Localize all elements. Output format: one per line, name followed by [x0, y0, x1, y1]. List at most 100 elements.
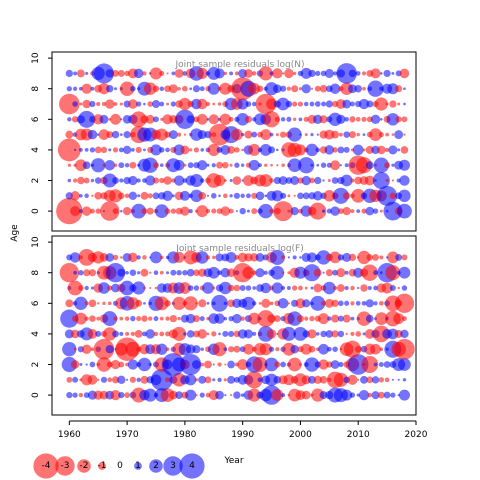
bubble-2001-age7 [304, 286, 308, 290]
bubble-1982-age8 [192, 85, 201, 93]
bubble-1988-age1 [227, 375, 236, 384]
bubble-2014-age5 [378, 132, 384, 138]
bubble-1973-age7 [143, 286, 146, 290]
bubble-1975-age4 [150, 144, 162, 156]
bubble-2005-age2 [326, 361, 333, 368]
bubble-1961-age8 [73, 270, 77, 275]
bubble-2011-age7 [358, 98, 370, 110]
bubble-2005-age4 [325, 330, 334, 338]
bubble-1982-age6 [195, 302, 198, 305]
panel-title: Joint sample residuals log(N) [174, 60, 304, 70]
bubble-2017-age4 [397, 148, 401, 152]
bubble-1967-age7 [105, 99, 115, 109]
bubble-1962-age3 [75, 159, 87, 172]
bubble-1989-age7 [233, 284, 241, 292]
bubble-1972-age6 [135, 299, 143, 307]
bubble-1968-age0 [110, 390, 121, 401]
bubble-1988-age4 [227, 146, 236, 154]
bubble-1970-age4 [122, 145, 132, 155]
bubble-1971-age2 [127, 359, 139, 370]
bubble-2016-age7 [389, 285, 396, 292]
bubble-1981-age6 [183, 296, 198, 311]
bubble-2002-age5 [310, 133, 314, 137]
bubble-1982-age4 [193, 147, 200, 153]
bubble-2003-age6 [310, 295, 326, 311]
bubble-2012-age1 [366, 376, 374, 384]
bubble-2004-age8 [322, 271, 325, 274]
bubble-1976-age8 [159, 270, 164, 275]
bubble-1976-age4 [159, 331, 165, 337]
y-tick-label: 4 [31, 147, 41, 153]
bubble-2018-age5 [403, 133, 406, 136]
bubble-1998-age9 [284, 68, 294, 79]
bubble-1971-age4 [131, 148, 135, 152]
bubble-1981-age8 [189, 87, 193, 91]
bubble-1990-age3 [240, 163, 245, 167]
bubble-1977-age1 [162, 190, 173, 201]
bubble-1992-age4 [252, 331, 257, 336]
bubble-2002-age8 [303, 264, 321, 282]
bubble-2016-age9 [391, 71, 395, 75]
bubble-2002-age4 [307, 329, 317, 339]
bubble-2017-age5 [393, 313, 405, 325]
bubble-2016-age4 [388, 145, 398, 155]
bubble-1982-age1 [190, 189, 203, 203]
bubble-2018-age2 [399, 175, 410, 186]
bubble-1993-age8 [256, 85, 264, 92]
bubble-1965-age6 [97, 302, 100, 305]
bubble-1971-age9 [128, 252, 138, 263]
bubble-1978-age0 [168, 390, 178, 400]
bubble-2004-age3 [320, 162, 327, 168]
bubble-1981-age6 [186, 115, 195, 124]
bubble-1978-age8 [170, 269, 177, 276]
bubble-1988-age7 [227, 284, 235, 292]
bubble-1995-age6 [263, 111, 280, 128]
legend-label: 2 [153, 461, 159, 471]
bubble-1963-age8 [81, 83, 92, 94]
bubble-1960-age6 [65, 299, 74, 308]
bubble-2018-age2 [398, 358, 411, 371]
bubble-1986-age3 [212, 342, 227, 357]
bubble-1971-age1 [129, 376, 136, 383]
bubble-1996-age9 [269, 249, 285, 266]
bubble-2012-age9 [366, 254, 374, 261]
bubble-2006-age5 [331, 314, 340, 323]
x-tick-label: 2020 [405, 430, 428, 440]
bubble-1979-age0 [175, 391, 183, 399]
bubble-1961-age6 [71, 116, 79, 123]
bubble-1983-age0 [199, 392, 205, 398]
bubble-1986-age9 [215, 253, 224, 262]
bubble-1976-age0 [154, 204, 169, 218]
bubble-1963-age5 [84, 316, 89, 321]
bubble-2014-age0 [377, 391, 385, 399]
bubble-1966-age4 [100, 146, 108, 154]
bubble-1979-age6 [172, 296, 186, 310]
bubble-1990-age1 [240, 193, 245, 199]
bubble-1998-age7 [285, 100, 293, 108]
bubble-1968-age4 [112, 330, 119, 338]
bubble-1969-age7 [119, 102, 123, 106]
bubble-1994-age3 [264, 163, 268, 167]
bubble-2004-age9 [320, 70, 327, 77]
bubble-1962-age6 [74, 296, 88, 310]
bubble-2012-age2 [364, 175, 375, 186]
bubble-2018-age4 [400, 146, 409, 154]
bubble-2001-age0 [301, 390, 311, 400]
bubble-1984-age4 [206, 332, 210, 336]
bubble-1995-age4 [266, 329, 277, 339]
bubble-2006-age3 [332, 346, 338, 352]
bubble-1986-age7 [217, 102, 222, 106]
bubble-1964-age8 [88, 269, 97, 277]
bubble-1961-age4 [70, 329, 80, 339]
bubble-1992-age0 [247, 388, 261, 402]
bubble-1982-age2 [189, 173, 204, 188]
bubble-2012-age8 [361, 264, 378, 281]
bubble-1970-age1 [124, 193, 130, 199]
bubble-1982-age3 [192, 345, 201, 354]
bubble-1967-age9 [105, 69, 115, 78]
bubble-1977-age5 [165, 316, 170, 321]
y-tick-label: 6 [31, 300, 41, 306]
bubble-2003-age1 [313, 375, 322, 384]
bubble-1989-age0 [235, 210, 238, 213]
bubble-2004-age2 [322, 179, 325, 182]
